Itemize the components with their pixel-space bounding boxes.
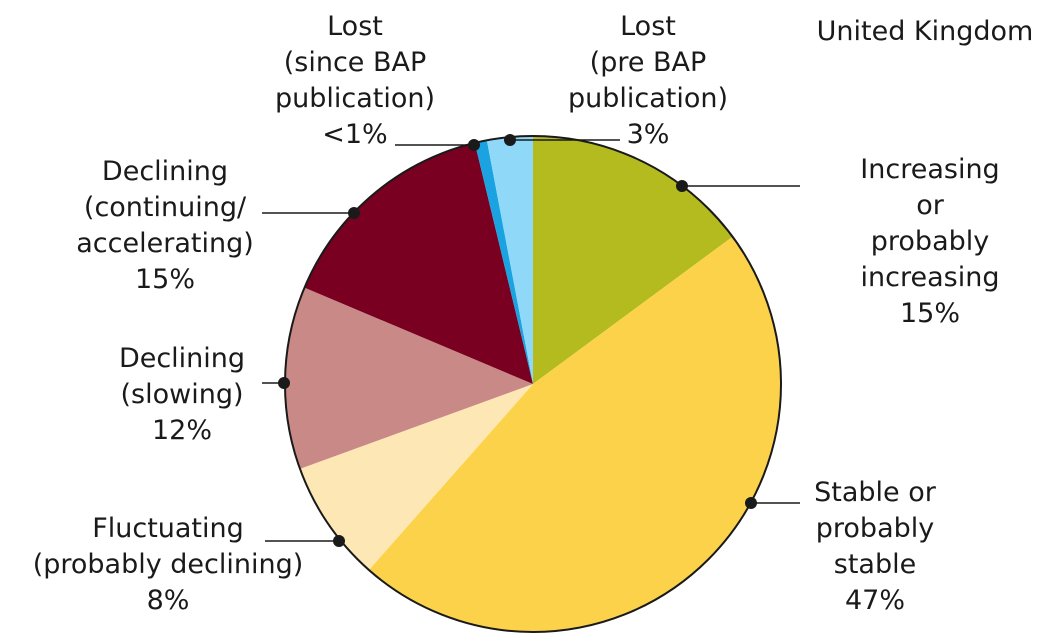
pie-slice: [285, 287, 533, 469]
value-label: 15%: [134, 264, 196, 295]
leader-dot: [745, 497, 757, 509]
value-label: <1%: [322, 119, 388, 150]
pie-slice: [486, 136, 533, 384]
category-label: Fluctuating (probably declining): [32, 513, 304, 580]
value-label: 15%: [899, 298, 960, 329]
pie-slice: [304, 142, 533, 384]
value-label: 47%: [844, 585, 905, 616]
value-label: 3%: [626, 119, 670, 150]
category-label: Declining (continuing/ accelerating): [76, 156, 254, 259]
leader-dot: [468, 139, 480, 151]
chart-title: United Kingdom: [816, 16, 1034, 47]
leader-dot: [676, 180, 688, 192]
value-label: 12%: [151, 415, 212, 446]
slice-label: Lost (since BAP publication) <1%: [275, 9, 435, 153]
pie-slice: [533, 136, 733, 384]
category-label: Stable or probably stable: [814, 477, 936, 580]
value-label: 8%: [146, 585, 190, 616]
pie-slice: [368, 236, 781, 632]
pie-slice: [299, 384, 533, 570]
pie-slice: [474, 140, 533, 384]
category-label: Lost (since BAP publication): [274, 11, 436, 114]
slice-label: Fluctuating (probably declining) 8%: [33, 511, 304, 619]
slice-label: Declining (slowing) 12%: [119, 341, 245, 449]
slice-label: Lost (pre BAP publication) 3%: [568, 9, 728, 153]
category-label: Increasing or probably increasing: [860, 154, 1000, 293]
leader-dot: [348, 207, 360, 219]
slice-label: Increasing or probably increasing 15%: [860, 152, 999, 332]
leader-dot: [333, 535, 345, 547]
slice-label: Declining (continuing/ accelerating) 15%: [76, 154, 253, 298]
category-label: Declining (slowing): [118, 343, 246, 410]
leader-dot: [504, 134, 516, 146]
leader-dot: [278, 377, 290, 389]
slice-label: Stable or probably stable 47%: [784, 475, 966, 619]
category-label: Lost (pre BAP publication): [567, 11, 729, 114]
